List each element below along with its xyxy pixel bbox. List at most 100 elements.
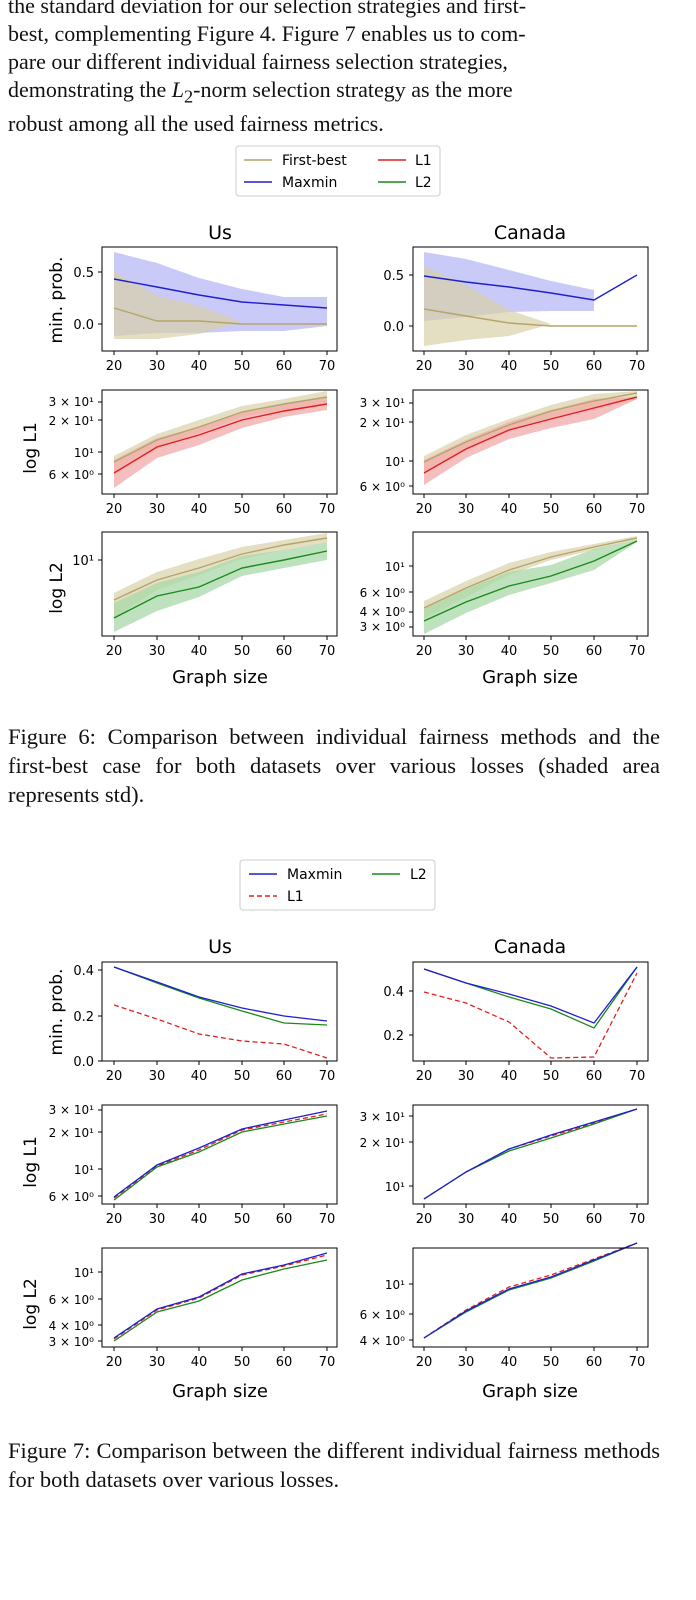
fig6-ca-minprob-xticks: 20 30 40 50 60 70 (416, 351, 645, 374)
fig7-ca-l1-maxmin-line (423, 1108, 638, 1200)
fig7-row-label-l2: log L2 (21, 1278, 41, 1330)
fig6-legend-box (235, 145, 441, 197)
fig7-us-minprob-xtick-50: 50 (234, 1069, 251, 1084)
fig7-ca-minprob-ytick-1: 0.4 (383, 985, 404, 1000)
fig6-ca-l1-xtick-70: 70 (629, 502, 646, 517)
fig7-ca-minprob-xtick-60: 60 (586, 1069, 603, 1084)
fig6-ca-minprob-frame (412, 246, 649, 352)
fig6-ca-l1-ytick-1: 3 × 10¹ (360, 396, 406, 410)
fig6-ca-minprob-ytick-2: 0.0 (383, 320, 404, 335)
intro-line-4-post: -norm selection strategy as the more (193, 77, 513, 102)
fig6-ca-l1-xticks: 20 30 40 50 60 70 (416, 494, 646, 517)
fig6-row-label-l1: log L1 (21, 422, 41, 474)
fig7-us-l2-xtick-60: 60 (276, 1355, 293, 1370)
fig6-ca-l1-l1-line (423, 396, 638, 474)
intro-paragraph: the standard deviation for our selection… (8, 0, 658, 138)
fig6-us-l2-xtick-50: 50 (234, 644, 251, 659)
fig7-ca-l2-xtick-50: 50 (543, 1355, 560, 1370)
fig7-us-minprob-frame (101, 961, 338, 1062)
fig6-ca-l1-l1-band (424, 397, 637, 485)
fig7-ca-l1-ytick-2: 2 × 10¹ (360, 1136, 406, 1150)
fig6-us-l1-ytick-1: 3 × 10¹ (49, 395, 95, 409)
fig6-panel-us-l2: 10¹ 20 30 40 50 60 70 (72, 531, 338, 659)
fig7-us-l2-xtick-40: 40 (191, 1355, 208, 1370)
fig7-ca-minprob-xtick-20: 20 (416, 1069, 433, 1084)
fig7-ca-minprob-l2-line (423, 966, 638, 1029)
fig7-us-l2-ytick-2: 6 × 10⁰ (49, 1293, 95, 1307)
fig6-us-minprob-frame (101, 246, 338, 352)
fig7-us-minprob-l1-line (113, 1004, 328, 1059)
fig6-ca-l1-firstbest-line (423, 392, 638, 463)
fig6-us-l2-xtick-20: 20 (106, 644, 123, 659)
fig6-ca-minprob-xtick-50: 50 (543, 359, 560, 374)
fig6-us-l1-frame (101, 389, 338, 495)
fig7-us-minprob-xticks: 20 30 40 50 60 70 (106, 1061, 335, 1084)
fig6-us-l1-xtick-70: 70 (319, 502, 336, 517)
fig7-us-l1-xtick-70: 70 (319, 1212, 336, 1227)
fig7-ca-l2-ytick-3: 4 × 10⁰ (360, 1334, 406, 1348)
fig6-us-minprob-xtick-70: 70 (319, 359, 336, 374)
fig6-us-l2-xtick-70: 70 (319, 644, 336, 659)
fig6-us-l2-firstbest-line (113, 537, 328, 601)
fig7-ca-l2-l2-line (423, 1242, 638, 1339)
fig7-panel-canada-l1: 3 × 10¹ 2 × 10¹ 10¹ 20 30 40 50 60 70 (360, 1104, 649, 1227)
fig6-us-l2-l2-line (113, 550, 328, 619)
fig6-us-l1-xtick-60: 60 (276, 502, 293, 517)
fig6-ca-l2-l2-line (423, 540, 638, 622)
fig7-us-minprob-xtick-20: 20 (106, 1069, 123, 1084)
fig6-us-l1-xtick-30: 30 (149, 502, 166, 517)
fig7-x-label-canada: Graph size (482, 1381, 578, 1402)
figure-7-caption: Figure 7: Comparison between the differe… (8, 1438, 660, 1492)
fig7-ca-l1-l1-line (423, 1108, 638, 1200)
fig7-legend-label-maxmin: Maxmin (287, 867, 342, 883)
fig6-us-minprob-xtick-20: 20 (106, 359, 123, 374)
fig7-row-label-minprob: min. prob. (47, 969, 67, 1056)
fig7-ca-l2-frame (412, 1247, 649, 1348)
fig7-us-minprob-xtick-60: 60 (276, 1069, 293, 1084)
fig6-ca-l2-xtick-30: 30 (458, 644, 475, 659)
fig7-ca-l2-ytick-1: 10¹ (385, 1278, 405, 1292)
fig7-legend-label-l1: L1 (287, 889, 304, 905)
fig7-us-l1-ytick-3: 10¹ (74, 1163, 94, 1177)
fig6-us-l2-xticks: 20 30 40 50 60 70 (106, 636, 336, 659)
fig6-us-minprob-xticks: 20 30 40 50 60 70 (106, 351, 336, 374)
fig7-us-minprob-l2-line (113, 966, 328, 1026)
fig6-ca-l1-frame (412, 389, 649, 495)
fig6-ca-l2-ytick-3: 4 × 10⁰ (360, 605, 406, 619)
fig6-col-title-canada: Canada (494, 222, 566, 244)
fig7-us-l1-l1-line (113, 1113, 328, 1199)
fig6-ca-l1-xtick-50: 50 (543, 502, 560, 517)
fig7-us-l1-xticks: 20 30 40 50 60 70 (106, 1204, 336, 1227)
fig6-ca-l1-ytick-2: 2 × 10¹ (360, 416, 406, 430)
fig6-ca-l2-firstbest-band (424, 536, 637, 619)
fig7-ca-minprob-frame (412, 961, 649, 1062)
fig7-ca-l2-xtick-30: 30 (458, 1355, 475, 1370)
fig6-row-label-l2: log L2 (47, 562, 67, 614)
fig7-us-l1-xtick-40: 40 (191, 1212, 208, 1227)
fig7-ca-l1-frame (412, 1104, 649, 1205)
intro-math-l: L (171, 77, 184, 102)
fig6-ca-minprob-ytick-1: 0.5 (383, 269, 404, 284)
figure-7: Maxmin L2 L1 Us Canada min. prob. log L1… (21, 859, 649, 1402)
fig6-ca-l1-xtick-20: 20 (416, 502, 433, 517)
fig6-ca-l1-xtick-30: 30 (458, 502, 475, 517)
fig6-us-l1-xtick-40: 40 (191, 502, 208, 517)
fig6-ca-minprob-xtick-30: 30 (458, 359, 475, 374)
fig7-us-l2-ytick-1: 10¹ (74, 1266, 94, 1280)
fig6-ca-l2-xticks: 20 30 40 50 60 70 (416, 636, 645, 659)
fig7-ca-l1-xtick-40: 40 (501, 1212, 518, 1227)
fig6-panel-canada-l1: 3 × 10¹ 2 × 10¹ 10¹ 6 × 10⁰ 20 30 40 50 … (360, 389, 649, 517)
fig6-legend-label-first-best: First-best (282, 153, 347, 169)
fig6-x-label-us: Graph size (172, 667, 268, 688)
fig7-legend-box (239, 859, 436, 911)
fig7-us-l2-ytick-4: 3 × 10⁰ (49, 1335, 95, 1349)
fig6-us-l1-ytick-4: 6 × 10⁰ (49, 468, 95, 482)
fig7-us-l1-frame (101, 1104, 338, 1205)
fig7-ca-l2-xtick-60: 60 (586, 1355, 603, 1370)
fig6-us-minprob-firstbest-line (113, 307, 327, 325)
fig7-ca-l2-xtick-20: 20 (416, 1355, 433, 1370)
fig6-us-l1-ytick-3: 10¹ (74, 446, 94, 460)
fig6-panel-canada-l2: 10¹ 6 × 10⁰ 4 × 10⁰ 3 × 10⁰ 20 30 40 50 … (360, 531, 649, 659)
fig6-us-l2-xtick-60: 60 (276, 644, 293, 659)
fig6-us-l2-frame (101, 531, 338, 637)
